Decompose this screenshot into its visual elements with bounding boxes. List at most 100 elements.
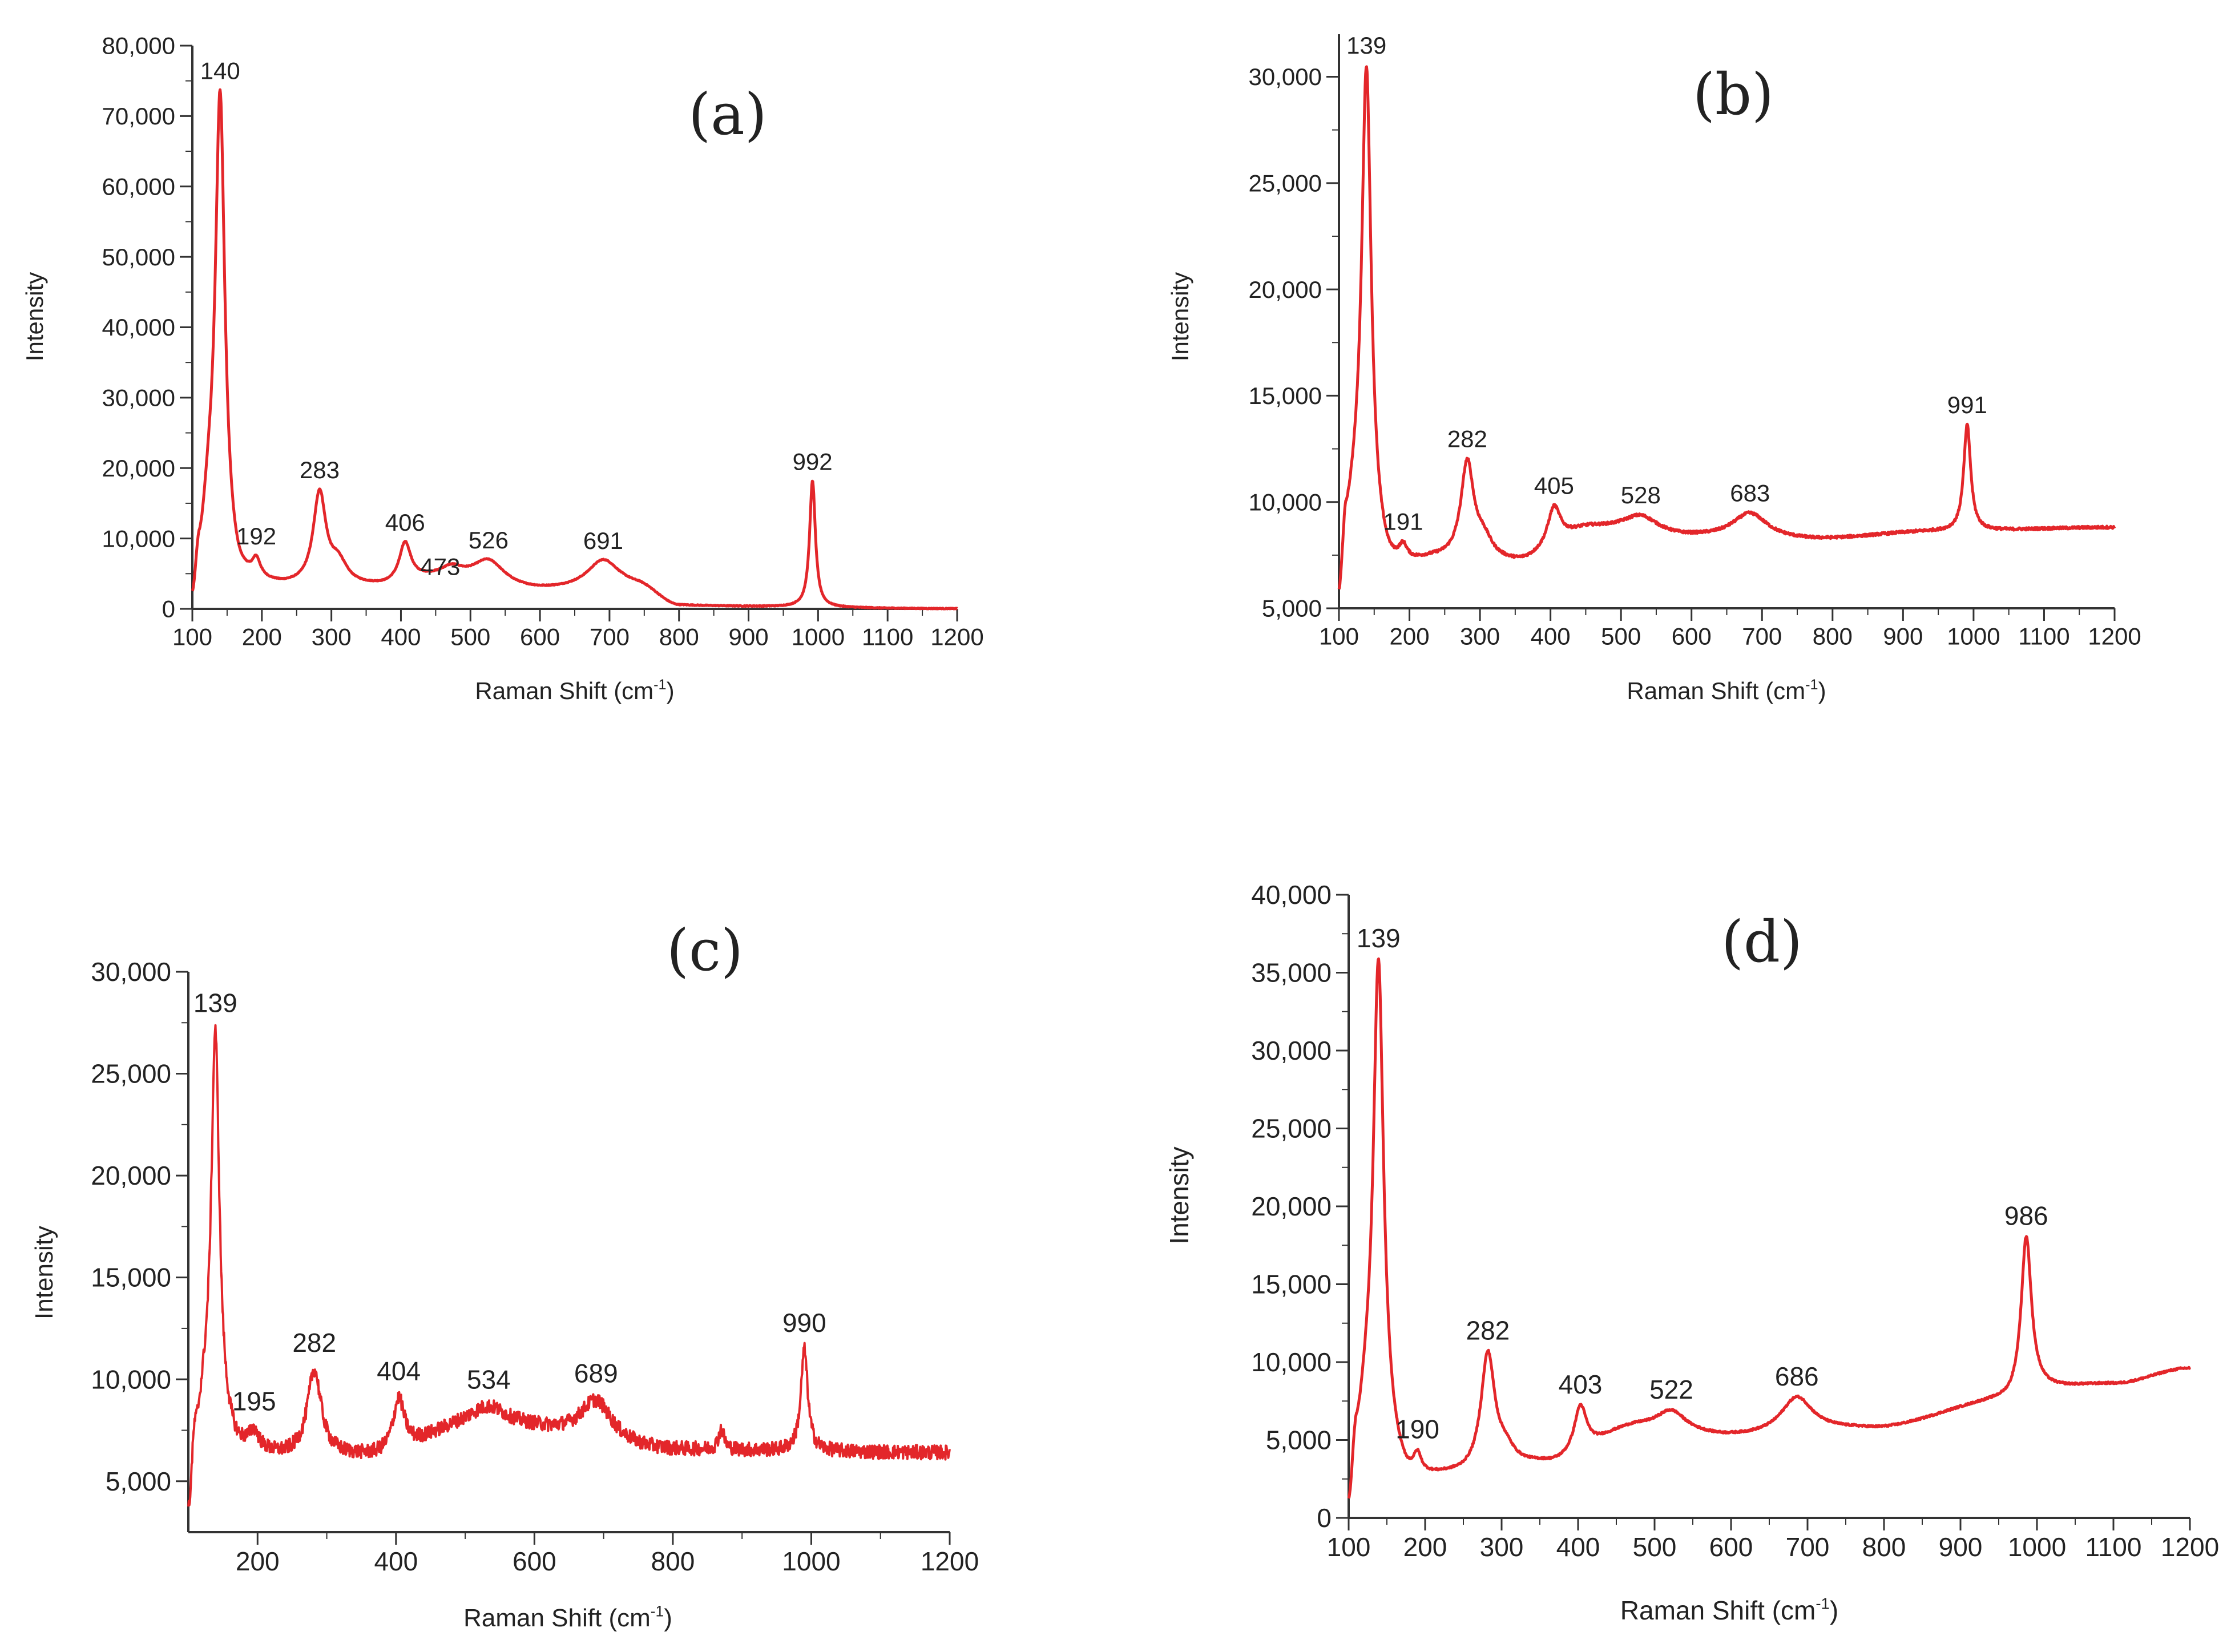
y-tick-label: 20,000 <box>1251 1191 1332 1221</box>
y-tick-label: 40,000 <box>102 314 175 341</box>
peak-label-282: 282 <box>1447 425 1487 452</box>
x-tick-label: 600 <box>1672 623 1712 650</box>
peak-label-404: 404 <box>377 1356 421 1386</box>
x-tick-label: 600 <box>1709 1532 1753 1562</box>
x-tick-label: 800 <box>1813 623 1853 650</box>
y-tick-label: 5,000 <box>106 1467 171 1496</box>
x-tick-label: 1200 <box>2088 623 2141 650</box>
x-axis-label: Raman Shift (cm-1) <box>1620 1595 1838 1625</box>
peak-label-405: 405 <box>1534 472 1574 499</box>
panel-label: (a) <box>688 81 767 148</box>
panel-label: (c) <box>667 917 743 984</box>
peak-label-403: 403 <box>1559 1370 1603 1399</box>
chart-panel-b: 5,000 10,000 15,000 20,000 25,000 30,000 100 20… <box>1167 32 2141 704</box>
y-tick-label: 30,000 <box>1251 1036 1332 1065</box>
peak-label-526: 526 <box>469 527 509 554</box>
y-tick-label: 35,000 <box>1251 958 1332 988</box>
y-tick-label: 25,000 <box>1251 1114 1332 1144</box>
x-tick-label: 900 <box>1939 1532 1983 1562</box>
y-axis-label: Intensity <box>30 1226 58 1319</box>
peak-label-691: 691 <box>583 527 623 554</box>
peak-label-528: 528 <box>1621 482 1661 508</box>
x-tick-label: 400 <box>374 1546 418 1576</box>
peak-label-986: 986 <box>2004 1201 2048 1230</box>
x-tick-label: 600 <box>513 1546 556 1576</box>
x-tick-label: 300 <box>1460 623 1500 650</box>
peak-label-992: 992 <box>793 448 833 475</box>
peak-label-192: 192 <box>236 523 276 550</box>
x-tick-label: 1100 <box>2085 1532 2142 1562</box>
x-tick-label: 200 <box>242 624 282 651</box>
peak-label-283: 283 <box>300 457 340 483</box>
y-tick-label: 60,000 <box>102 173 175 200</box>
x-tick-label: 700 <box>1786 1532 1830 1562</box>
y-tick-label: 40,000 <box>1251 880 1332 910</box>
peak-label-190: 190 <box>1395 1415 1439 1444</box>
x-tick-label: 500 <box>1633 1532 1677 1562</box>
panel-label: (b) <box>1693 61 1774 128</box>
x-tick-label: 100 <box>172 624 212 651</box>
x-axis-label: Raman Shift (cm-1) <box>463 1602 672 1632</box>
peak-label-991: 991 <box>1947 391 1987 418</box>
peak-label-140: 140 <box>200 58 240 84</box>
peak-label-282: 282 <box>292 1328 336 1358</box>
peak-label-686: 686 <box>1775 1362 1819 1391</box>
x-tick-label: 1100 <box>862 624 913 651</box>
y-axis-label: Intensity <box>1164 1146 1194 1244</box>
y-tick-label: 80,000 <box>102 33 175 59</box>
y-tick-label: 50,000 <box>102 244 175 270</box>
y-tick-label: 10,000 <box>91 1364 171 1394</box>
x-tick-label: 200 <box>1403 1532 1447 1562</box>
x-tick-label: 100 <box>1327 1532 1371 1562</box>
x-tick-label: 1000 <box>1947 623 2000 650</box>
peak-label-139: 139 <box>193 988 237 1017</box>
peak-label-522: 522 <box>1649 1375 1693 1404</box>
y-tick-label: 0 <box>1317 1503 1332 1533</box>
x-tick-label: 400 <box>381 624 421 651</box>
y-tick-label: 70,000 <box>102 103 175 130</box>
peak-label-683: 683 <box>1730 479 1770 506</box>
y-tick-label: 20,000 <box>91 1161 171 1190</box>
x-tick-label: 700 <box>590 624 630 651</box>
y-tick-label: 10,000 <box>1251 1347 1332 1377</box>
y-axis-label: Intensity <box>1167 272 1193 361</box>
x-axis-label: Raman Shift (cm-1) <box>1627 677 1826 704</box>
x-tick-label: 1000 <box>792 624 845 651</box>
y-axis-label: Intensity <box>21 272 48 361</box>
x-tick-label: 500 <box>1601 623 1641 650</box>
x-tick-label: 800 <box>651 1546 695 1576</box>
x-tick-label: 400 <box>1531 623 1571 650</box>
y-tick-label: 10,000 <box>102 525 175 552</box>
peak-label-139: 139 <box>1346 32 1386 59</box>
y-tick-label: 30,000 <box>1249 63 1322 90</box>
peak-label-406: 406 <box>385 509 425 536</box>
x-tick-label: 800 <box>1862 1532 1906 1562</box>
peak-label-282: 282 <box>1466 1315 1510 1345</box>
x-tick-label: 1200 <box>2161 1532 2219 1562</box>
y-tick-label: 0 <box>162 596 175 623</box>
spectrum-line <box>1337 65 2116 590</box>
x-tick-label: 1000 <box>2008 1532 2066 1562</box>
chart-panel-c: 5,000 10,000 15,000 20,000 25,000 30,000 200 40… <box>30 917 979 1632</box>
x-tick-label: 1200 <box>921 1546 979 1576</box>
x-tick-label: 1000 <box>782 1546 840 1576</box>
x-tick-label: 100 <box>1319 623 1359 650</box>
panel-label: (d) <box>1721 908 1802 975</box>
x-tick-label: 400 <box>1556 1532 1600 1562</box>
x-tick-label: 700 <box>1742 623 1782 650</box>
y-tick-label: 5,000 <box>1266 1425 1332 1455</box>
x-tick-label: 300 <box>312 624 352 651</box>
x-tick-label: 1100 <box>2018 623 2069 650</box>
peak-label-473: 473 <box>420 553 460 580</box>
spectrum-line <box>187 1024 951 1507</box>
peak-label-689: 689 <box>574 1359 618 1388</box>
spectrum-line <box>1347 957 2192 1499</box>
y-tick-label: 15,000 <box>1251 1270 1332 1299</box>
y-tick-label: 25,000 <box>1249 170 1322 197</box>
peak-label-534: 534 <box>467 1365 511 1395</box>
x-tick-label: 800 <box>659 624 699 651</box>
peak-label-990: 990 <box>782 1308 826 1338</box>
x-tick-label: 200 <box>236 1546 280 1576</box>
spectrum-line <box>191 88 958 611</box>
